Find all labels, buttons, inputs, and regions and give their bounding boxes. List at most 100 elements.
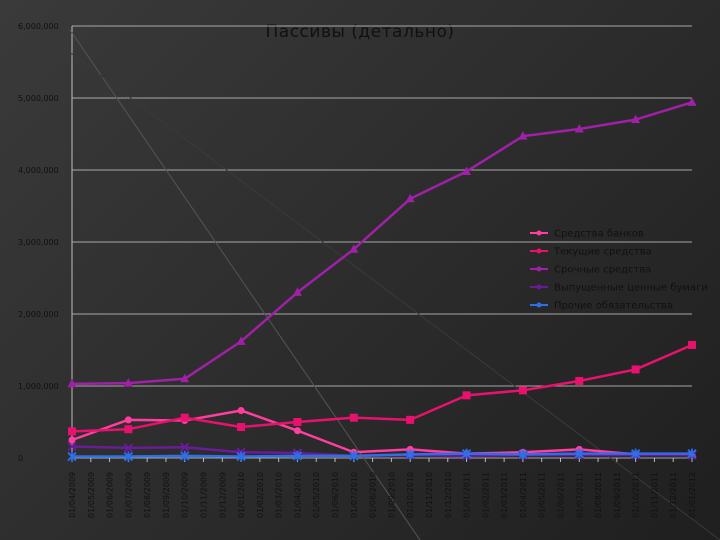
x-tick-label: 01/03/2011 — [500, 472, 509, 518]
x-tick-label: 01/01/2011 — [463, 472, 472, 518]
data-point — [349, 450, 359, 461]
legend-marker — [536, 266, 542, 272]
data-point — [123, 451, 134, 462]
x-tick-label: 01/03/2010 — [275, 472, 284, 518]
data-point — [688, 340, 696, 349]
x-tick-label: 01/06/2010 — [331, 472, 340, 518]
data-point — [630, 448, 641, 459]
data-point — [631, 114, 641, 124]
x-tick-label: 01/01/2012 — [688, 472, 697, 518]
x-tick-label: 01/07/2010 — [350, 472, 359, 518]
data-point — [123, 443, 134, 453]
legend-marker — [536, 302, 542, 308]
data-point — [236, 451, 246, 462]
data-point — [292, 287, 302, 296]
legend-marker — [536, 230, 542, 236]
x-tick-label: 01/04/2011 — [519, 472, 528, 518]
x-tick-label: 01/05/2009 — [87, 472, 96, 518]
y-tick-label: 5,000,000 — [18, 94, 59, 103]
diagonal-line — [69, 29, 421, 540]
x-tick-label: 01/10/2009 — [181, 472, 190, 518]
data-point — [236, 336, 246, 345]
legend-marker — [536, 284, 542, 290]
data-point — [180, 450, 190, 461]
x-tick-label: 01/11/2011 — [650, 472, 659, 518]
data-point — [292, 450, 303, 461]
data-point — [68, 436, 76, 444]
data-point — [293, 427, 301, 435]
legend-label: Прочие обязательства — [554, 301, 673, 312]
data-point — [574, 123, 584, 133]
series-line — [71, 343, 693, 433]
data-point — [180, 442, 190, 452]
y-tick-label: 6,000,000 — [18, 22, 59, 31]
data-point — [631, 365, 640, 374]
data-point — [405, 193, 415, 203]
series-line — [71, 101, 693, 386]
x-tick-label: 01/09/2011 — [613, 472, 622, 518]
data-point — [123, 378, 133, 387]
y-axis-ticks: 0 1,000,000 2,000,000 3,000,000 4,000,000 5,0… — [18, 22, 59, 463]
data-point — [461, 448, 472, 459]
chart-title: Пассивы (детально) — [265, 22, 455, 42]
data-point — [462, 166, 472, 175]
x-tick-label: 01/05/2010 — [312, 472, 321, 518]
legend-label: Выпущенные ценные бумаги — [554, 283, 708, 294]
legend-marker — [536, 248, 542, 254]
x-tick-label: 01/02/2010 — [256, 472, 265, 518]
data-point — [180, 373, 190, 383]
x-axis-ticks: 01/04/2009 01/05/2009 01/06/2009 01/07/2009… — [68, 458, 697, 518]
x-tick-label: 01/04/2010 — [293, 472, 302, 518]
data-point — [687, 448, 697, 459]
data-point — [687, 97, 697, 106]
x-tick-label: 01/09/2009 — [162, 472, 171, 518]
y-tick-label: 0 — [18, 454, 23, 463]
data-point — [518, 386, 527, 395]
x-tick-label: 01/10/2010 — [406, 472, 415, 518]
data-point — [67, 451, 77, 462]
x-tick-label: 01/08/2009 — [143, 472, 152, 518]
x-tick-label: 01/08/2010 — [369, 472, 378, 518]
x-tick-label: 01/12/2010 — [444, 472, 453, 518]
x-tick-label: 01/06/2011 — [556, 472, 565, 518]
legend: Средства банков Текущие средства Срочные с… — [530, 229, 708, 312]
y-tick-label: 4,000,000 — [18, 166, 59, 175]
data-point — [349, 413, 358, 422]
data-point — [349, 244, 359, 253]
x-tick-label: 01/12/2009 — [218, 472, 227, 518]
y-tick-label: 2,000,000 — [18, 310, 59, 319]
legend-label: Средства банков — [554, 229, 644, 240]
data-point — [406, 415, 415, 424]
series-line — [72, 452, 692, 458]
x-tick-label: 01/11/2010 — [425, 472, 434, 518]
y-tick-label: 3,000,000 — [18, 238, 59, 247]
x-tick-label: 01/07/2011 — [575, 472, 584, 518]
x-tick-label: 01/09/2010 — [387, 472, 396, 518]
x-tick-label: 01/01/2010 — [237, 472, 246, 518]
x-tick-label: 01/08/2011 — [594, 472, 603, 518]
data-point — [124, 416, 132, 424]
x-tick-label: 01/02/2011 — [481, 472, 490, 518]
y-tick-label: 1,000,000 — [18, 382, 59, 391]
data-point — [462, 391, 471, 400]
x-tick-label: 01/10/2011 — [632, 472, 641, 518]
data-point — [237, 406, 245, 414]
x-tick-label: 01/12/2011 — [669, 472, 678, 518]
data-point — [67, 378, 77, 388]
data-point — [68, 427, 76, 436]
x-tick-label: 01/07/2009 — [124, 472, 133, 518]
data-point — [67, 441, 77, 452]
data-point — [124, 425, 133, 434]
data-point — [575, 376, 584, 385]
series-group — [67, 97, 697, 462]
x-tick-label: 01/11/2009 — [200, 472, 209, 518]
data-point — [518, 449, 528, 460]
data-point — [293, 418, 302, 426]
x-tick-label: 01/04/2009 — [68, 472, 77, 518]
gridlines — [71, 25, 692, 459]
data-point — [518, 131, 528, 140]
legend-label: Текущие средства — [553, 247, 652, 258]
data-point — [406, 445, 414, 453]
data-point — [405, 449, 415, 460]
